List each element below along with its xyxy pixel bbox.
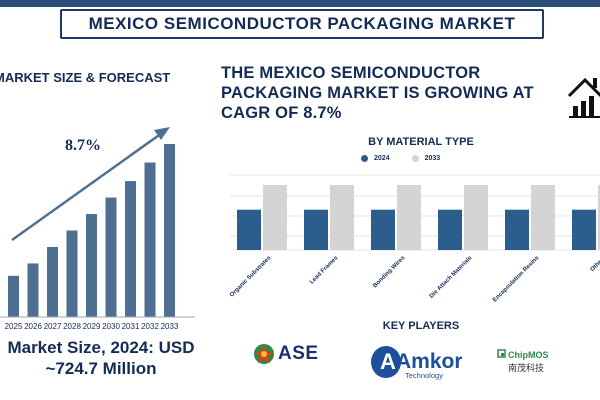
material-category-label: Bonding Wires [372, 255, 407, 290]
key-players-heading: KEY PLAYERS [382, 320, 460, 332]
house-growth-icon [567, 77, 600, 118]
chipmos-logo: ChipMOS 南茂科技 [497, 349, 549, 374]
material-category-label: Organic Substrates [229, 255, 273, 299]
forecast-bar [164, 144, 175, 317]
material-bar-2024 [237, 209, 261, 250]
material-bar-2024 [505, 209, 529, 250]
forecast-bar-chart: 2025 2026 2027 2028 2029 2030 2031 2032 2033 8.7% [0, 127, 195, 331]
material-category-label: Others [589, 255, 600, 273]
material-type-bar-chart: Organic Substrates Lead Frames Bonding Wir… [229, 174, 600, 304]
forecast-year-label: 2030 [102, 322, 120, 331]
forecast-year-label: 2033 [161, 322, 179, 331]
material-bar-2033 [531, 185, 555, 250]
legend-label-2024: 2024 [374, 155, 390, 162]
top-accent-bar [0, 0, 600, 7]
chipmos-emblem-icon [497, 349, 506, 358]
forecast-bar [105, 197, 117, 317]
market-size-text: Market Size, 2024: USD ~724.7 Million [0, 337, 216, 379]
amkor-logo-text: Amkor [396, 350, 462, 373]
ase-emblem-icon [254, 344, 274, 364]
amkor-logo: A Amkor Technology [371, 346, 462, 380]
material-bar-2024 [304, 209, 328, 250]
material-bar-2033 [598, 185, 600, 250]
material-type-heading: BY MATERIAL TYPE [368, 136, 474, 148]
amkor-emblem-icon [371, 346, 401, 378]
growth-arrow-head [154, 127, 170, 140]
cagr-annotation: 8.7% [65, 137, 101, 154]
forecast-year-label: 2031 [122, 322, 140, 331]
market-size-heading: MARKET SIZE & FORECAST [0, 70, 171, 85]
forecast-bar [66, 230, 78, 317]
page-title: MEXICO SEMICONDUCTOR PACKAGING MARKET [88, 14, 516, 33]
forecast-bar [27, 263, 39, 317]
forecast-bar [86, 214, 97, 317]
forecast-bar [47, 246, 58, 317]
legend-swatch-2024 [361, 155, 368, 162]
forecast-year-label: 2026 [24, 322, 42, 331]
ase-logo-text: ASE [278, 343, 319, 364]
forecast-year-label: 2029 [83, 322, 101, 331]
material-bar-2033 [397, 185, 421, 250]
title-banner: MEXICO SEMICONDUCTOR PACKAGING MARKET [60, 9, 544, 39]
growth-arrow-line [11, 131, 163, 242]
forecast-year-label: 2025 [5, 322, 23, 331]
market-size-line1: Market Size, 2024: USD [7, 338, 195, 357]
forecast-year-label: 2032 [141, 322, 159, 331]
material-bar-2033 [263, 185, 287, 250]
material-bar-2024 [438, 209, 462, 250]
chipmos-logo-text: ChipMOS [508, 350, 549, 360]
forecast-bar [8, 275, 19, 317]
forecast-bar [144, 162, 156, 317]
material-bar-2033 [464, 185, 488, 250]
legend-label-2033: 2033 [424, 155, 441, 162]
ase-logo: ASE [253, 343, 319, 365]
material-category-label: Lead Frames [309, 255, 340, 286]
forecast-bar [125, 181, 136, 317]
material-bar-2024 [371, 209, 395, 250]
legend-swatch-2033 [411, 155, 419, 162]
chart-legend: 2024 2033 [361, 155, 440, 162]
material-bar-2033 [330, 185, 354, 250]
material-category-label: Die Attach Materials [429, 255, 474, 300]
chipmos-logo-subtext: 南茂科技 [508, 362, 544, 374]
amkor-logo-subtext: Technology [405, 371, 443, 380]
material-bar-2024 [572, 209, 596, 250]
forecast-year-label: 2027 [44, 322, 62, 331]
material-category-label: Encapsulation Resins [492, 255, 541, 304]
svg-text:A: A [380, 349, 396, 374]
cagr-headline: THE MEXICO SEMICONDUCTOR PACKAGING MARKE… [221, 64, 534, 122]
forecast-year-label: 2028 [63, 322, 81, 331]
market-size-line2: ~724.7 Million [45, 359, 157, 378]
